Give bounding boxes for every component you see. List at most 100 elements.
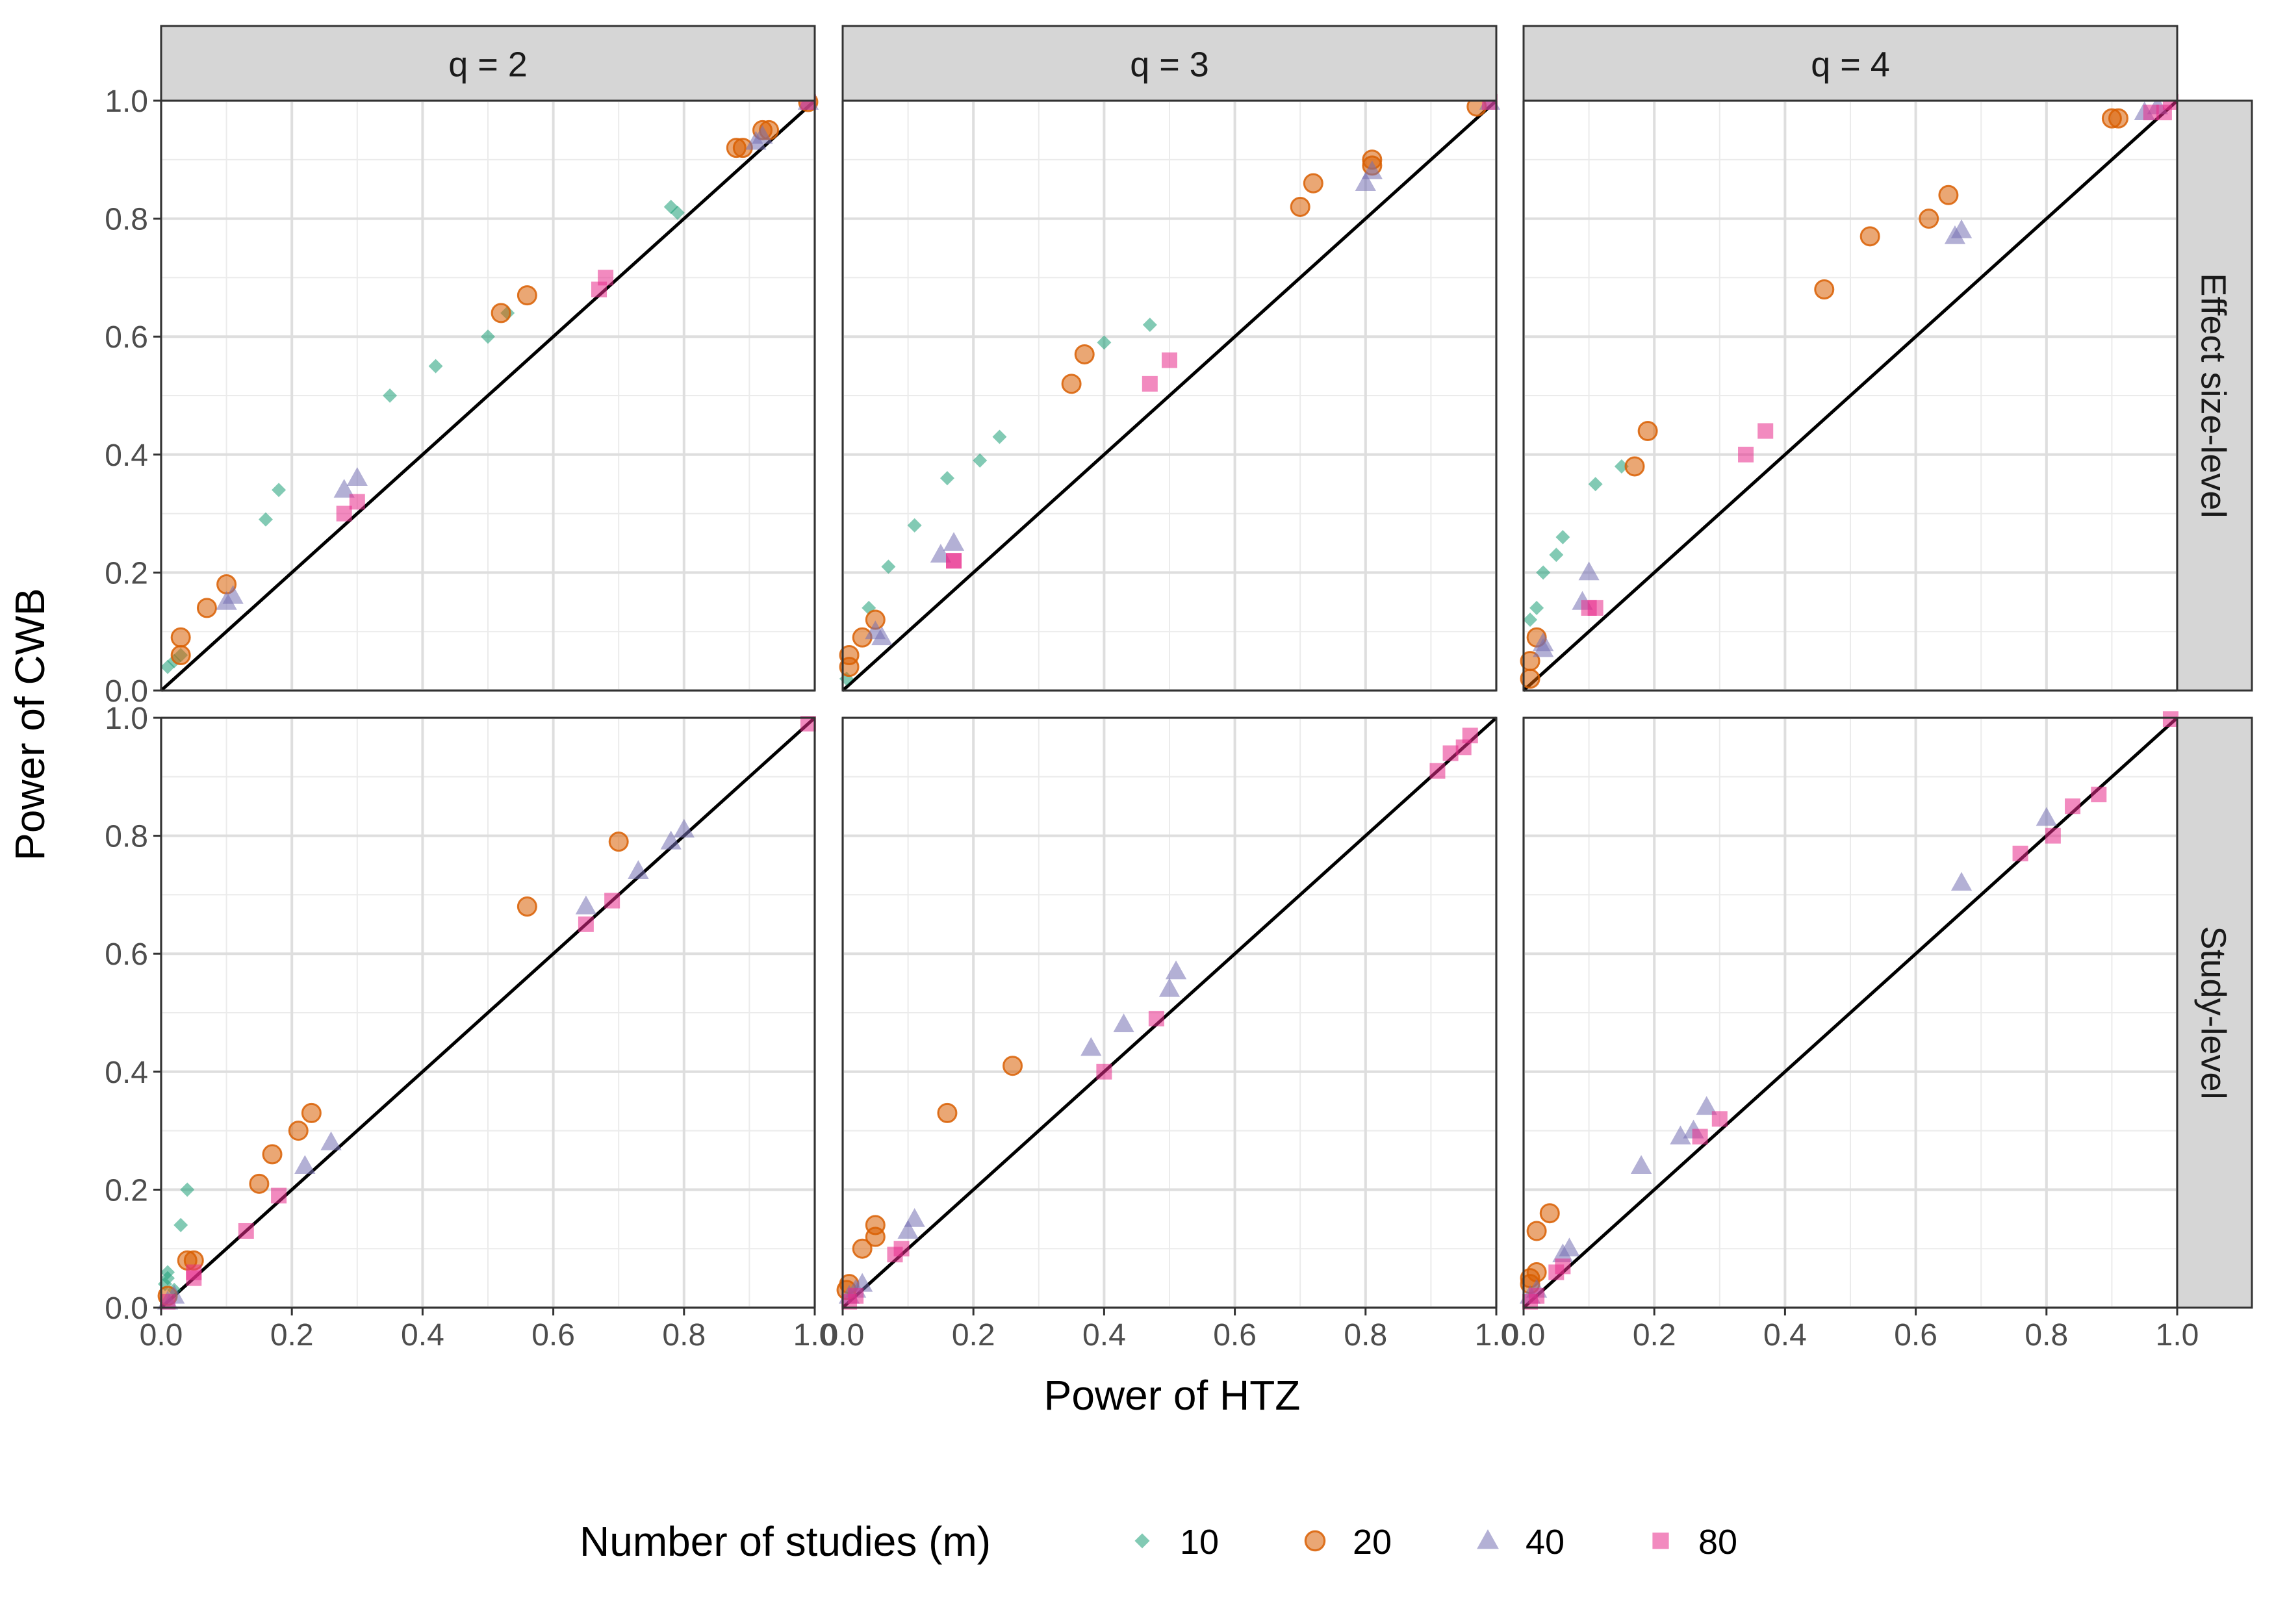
x-tick-label: 1.0 — [2156, 1318, 2199, 1352]
legend-item-20: 20 — [1304, 1523, 1392, 1562]
x-tick-label: 0.6 — [531, 1318, 575, 1352]
data-point — [1074, 344, 1095, 364]
data-point — [1555, 1258, 1571, 1275]
data-point — [628, 860, 649, 879]
data-point — [946, 553, 962, 569]
facet-row-label: Study-level — [2194, 926, 2233, 1099]
y-tick-label: 0.4 — [105, 438, 148, 473]
facet-col-label: q = 3 — [1130, 45, 1209, 84]
data-point — [1162, 352, 1177, 368]
data-point — [428, 359, 443, 374]
data-point — [222, 585, 244, 604]
data-point — [1142, 318, 1157, 333]
reference-line — [841, 99, 1498, 692]
data-point — [272, 483, 287, 498]
data-point — [1290, 196, 1310, 217]
series-40 — [1533, 95, 2168, 657]
data-point — [1938, 184, 1959, 205]
data-point — [1303, 173, 1323, 194]
data-point — [2036, 807, 2057, 826]
data-point — [673, 818, 695, 838]
data-point — [1587, 600, 1603, 616]
data-point — [904, 1208, 925, 1227]
data-point — [238, 1223, 254, 1239]
data-point — [1061, 374, 1082, 394]
series-80 — [336, 94, 816, 522]
data-point — [608, 831, 629, 852]
y-tick-label: 1.0 — [105, 84, 148, 119]
x-tick-label: 1.0 — [793, 1318, 837, 1352]
data-point — [670, 205, 685, 220]
facet-strip-col-1: q = 2 — [160, 25, 816, 102]
legend-key — [1304, 1530, 1326, 1552]
data-point — [160, 1265, 175, 1280]
panel-2-1 — [839, 91, 1501, 692]
data-point — [1757, 423, 1774, 439]
data-point — [320, 1131, 342, 1150]
series-20 — [1520, 1203, 1560, 1295]
data-point — [491, 303, 511, 324]
data-point — [848, 1288, 864, 1304]
data-point — [1614, 459, 1629, 474]
data-point — [575, 895, 597, 915]
data-point — [383, 388, 398, 403]
data-point — [1003, 1056, 1023, 1076]
data-point — [1588, 477, 1603, 492]
data-point — [1113, 1013, 1134, 1033]
data-point — [196, 598, 217, 618]
data-point — [1165, 960, 1187, 980]
data-point — [1919, 209, 1939, 229]
data-point — [1738, 446, 1754, 463]
data-point — [2012, 845, 2028, 861]
facet-row-label: Effect size-level — [2194, 273, 2233, 518]
strips-layer: q = 2 q = 3 q = 4 Effect size-level Study-le… — [160, 25, 2253, 1309]
data-point — [1950, 872, 1973, 891]
facet-col-label: q = 4 — [1811, 45, 1890, 84]
data-point — [2091, 787, 2107, 803]
data-point — [160, 659, 175, 674]
data-point — [1859, 226, 1880, 247]
data-point — [1555, 529, 1570, 544]
x-tick-label: 1.0 — [1475, 1318, 1518, 1352]
panel-border — [841, 717, 1498, 1309]
x-tick-label: 0.2 — [270, 1318, 314, 1352]
reference-line — [1522, 99, 2178, 692]
reference-line — [160, 99, 816, 692]
x-tick-label: 0.6 — [1213, 1318, 1257, 1352]
panels-layer — [157, 91, 2178, 1310]
series-80 — [946, 94, 1498, 569]
data-point — [271, 1187, 287, 1204]
x-tick-label: 0.2 — [952, 1318, 995, 1352]
strip-background — [841, 25, 1498, 102]
data-point — [2045, 828, 2061, 844]
strip-background — [160, 25, 816, 102]
data-point — [1097, 335, 1112, 350]
data-point — [1529, 1288, 1545, 1304]
data-point — [578, 916, 594, 932]
y-tick-label: 0.8 — [105, 820, 148, 854]
data-point — [1142, 375, 1158, 392]
facet-strip-col-2: q = 3 — [841, 25, 1498, 102]
data-point — [180, 1182, 195, 1197]
data-point — [2162, 711, 2178, 727]
data-point — [1529, 600, 1544, 615]
data-point — [2108, 108, 2128, 129]
data-point — [1630, 1155, 1652, 1174]
y-tick-label: 0.2 — [105, 556, 148, 590]
data-point — [333, 479, 355, 498]
data-point — [973, 453, 988, 468]
data-point — [170, 627, 191, 648]
data-point — [1549, 548, 1564, 563]
data-point — [481, 329, 495, 344]
data-point — [349, 494, 365, 510]
x-axis-title: Power of HTZ — [1044, 1372, 1301, 1419]
data-point — [752, 125, 773, 144]
legend-key — [1652, 1532, 1669, 1549]
data-point — [598, 270, 614, 286]
x-tick-label: 0.2 — [1633, 1318, 1676, 1352]
data-point — [852, 1238, 873, 1259]
data-point — [1526, 1221, 1547, 1241]
data-point — [1559, 1237, 1580, 1257]
facet-strip-col-3: q = 4 — [1522, 25, 2178, 102]
